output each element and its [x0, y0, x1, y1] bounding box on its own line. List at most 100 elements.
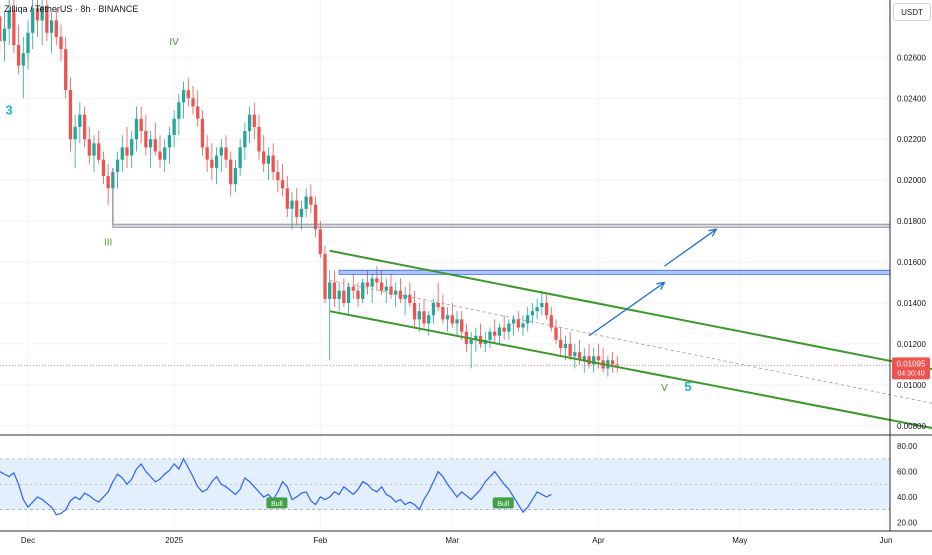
- candle[interactable]: [196, 90, 200, 127]
- candle[interactable]: [120, 135, 124, 172]
- candle[interactable]: [445, 307, 450, 332]
- candle[interactable]: [40, 0, 44, 46]
- candle[interactable]: [97, 131, 101, 164]
- candle[interactable]: [309, 184, 313, 213]
- candle[interactable]: [200, 110, 205, 156]
- candle[interactable]: [511, 315, 516, 336]
- candle[interactable]: [417, 302, 421, 332]
- candle[interactable]: [45, 0, 49, 41]
- candle[interactable]: [16, 24, 21, 74]
- candle[interactable]: [68, 77, 73, 152]
- candle[interactable]: [181, 81, 186, 119]
- candle[interactable]: [610, 352, 615, 373]
- candle[interactable]: [493, 319, 497, 344]
- candle[interactable]: [521, 315, 525, 336]
- candle[interactable]: [337, 282, 341, 312]
- candle[interactable]: [172, 110, 176, 148]
- candle[interactable]: [304, 188, 308, 217]
- candle[interactable]: [573, 343, 577, 369]
- candle[interactable]: [106, 163, 110, 205]
- candle[interactable]: [31, 0, 35, 50]
- candle[interactable]: [460, 311, 464, 340]
- candle[interactable]: [271, 143, 275, 181]
- candle[interactable]: [568, 331, 572, 361]
- candle[interactable]: [49, 12, 54, 54]
- candle[interactable]: [163, 139, 167, 172]
- candle[interactable]: [549, 307, 553, 332]
- candle[interactable]: [455, 311, 459, 336]
- candle[interactable]: [436, 282, 440, 312]
- candle[interactable]: [351, 274, 355, 299]
- candle[interactable]: [2, 12, 7, 62]
- candle[interactable]: [26, 20, 30, 70]
- candle[interactable]: [243, 122, 247, 160]
- candle[interactable]: [12, 0, 16, 54]
- candle[interactable]: [134, 106, 139, 152]
- candle[interactable]: [488, 327, 492, 349]
- candle[interactable]: [59, 24, 63, 62]
- symbol-title[interactable]: Zilliqa / TetherUS · 8h · BINANCE: [4, 4, 139, 14]
- candle[interactable]: [262, 135, 266, 172]
- candle[interactable]: [497, 323, 502, 344]
- candle[interactable]: [92, 135, 96, 172]
- candle[interactable]: [615, 356, 619, 373]
- candle[interactable]: [177, 94, 181, 136]
- candle[interactable]: [370, 274, 374, 303]
- candle[interactable]: [54, 8, 58, 46]
- candle[interactable]: [87, 126, 91, 164]
- candle[interactable]: [257, 114, 261, 160]
- candle[interactable]: [210, 143, 214, 181]
- candle[interactable]: [332, 270, 337, 308]
- candle[interactable]: [35, 0, 40, 37]
- candle[interactable]: [219, 139, 223, 172]
- candle[interactable]: [516, 311, 520, 332]
- candle[interactable]: [403, 286, 407, 316]
- candle[interactable]: [186, 77, 190, 107]
- candle[interactable]: [247, 106, 252, 144]
- candle[interactable]: [431, 298, 436, 324]
- candle[interactable]: [507, 319, 511, 340]
- candle[interactable]: [153, 122, 157, 156]
- candle[interactable]: [224, 135, 228, 168]
- candle[interactable]: [554, 319, 558, 344]
- candle[interactable]: [82, 106, 87, 148]
- candle[interactable]: [356, 282, 360, 308]
- candle[interactable]: [559, 327, 563, 357]
- candle[interactable]: [252, 102, 256, 140]
- candle[interactable]: [328, 270, 332, 361]
- candle[interactable]: [290, 192, 294, 230]
- candle[interactable]: [214, 147, 219, 185]
- candle[interactable]: [7, 0, 11, 46]
- candle[interactable]: [144, 114, 148, 156]
- candle[interactable]: [412, 290, 417, 328]
- candle[interactable]: [78, 102, 82, 144]
- candle[interactable]: [530, 302, 535, 324]
- candle[interactable]: [313, 196, 318, 238]
- candle[interactable]: [596, 343, 601, 369]
- candle[interactable]: [384, 278, 388, 303]
- candle[interactable]: [323, 245, 327, 303]
- candle[interactable]: [229, 151, 233, 197]
- candle[interactable]: [238, 139, 242, 177]
- candle[interactable]: [115, 151, 120, 189]
- candle[interactable]: [0, 4, 2, 54]
- candle[interactable]: [280, 163, 285, 197]
- candle[interactable]: [167, 126, 172, 164]
- candle[interactable]: [502, 315, 506, 340]
- candle[interactable]: [587, 343, 591, 369]
- candle[interactable]: [21, 36, 25, 99]
- candle[interactable]: [544, 294, 549, 320]
- candle[interactable]: [295, 188, 299, 226]
- candle[interactable]: [205, 135, 209, 172]
- candle[interactable]: [191, 85, 195, 115]
- candle[interactable]: [450, 302, 454, 328]
- candle[interactable]: [276, 159, 280, 193]
- candle[interactable]: [130, 131, 134, 168]
- candle[interactable]: [73, 114, 77, 168]
- candle[interactable]: [422, 298, 426, 328]
- candle[interactable]: [441, 294, 445, 324]
- candle[interactable]: [64, 36, 68, 99]
- candle[interactable]: [158, 135, 162, 168]
- candle[interactable]: [101, 151, 106, 185]
